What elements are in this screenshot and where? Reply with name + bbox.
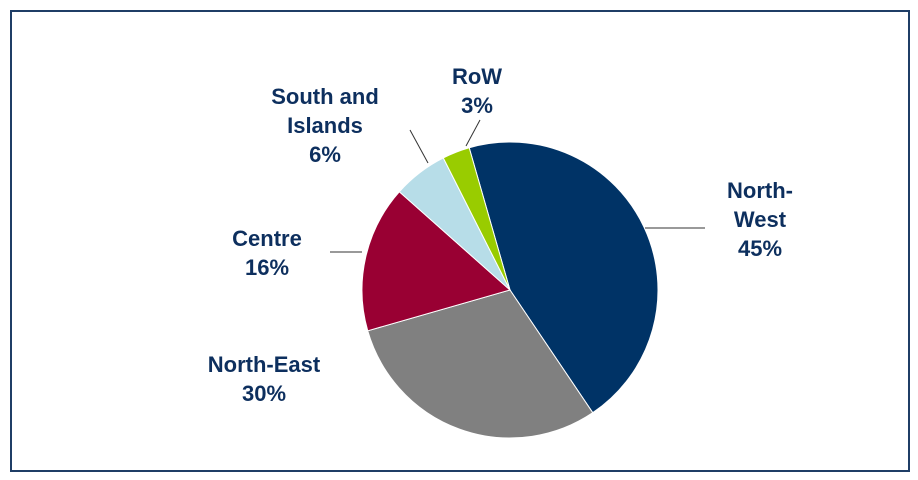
leader-line [409, 129, 429, 164]
pie-slice [442, 147, 511, 291]
slice-label: North-West 45% [705, 176, 815, 263]
slice-label: Centre 16% [197, 224, 337, 282]
pie-slice [468, 141, 659, 414]
slice-name: Centre [232, 226, 302, 251]
pie-slice [361, 191, 512, 332]
pie-slice [367, 289, 594, 439]
slice-value: 6% [309, 142, 341, 167]
slice-value: 30% [241, 381, 287, 406]
slice-value: 3% [461, 93, 493, 118]
slice-label: North-East 30% [154, 350, 374, 408]
slice-label: RoW 3% [437, 62, 517, 120]
slice-value: 16% [244, 255, 290, 280]
slice-value: 45% [737, 236, 783, 261]
slice-name: North-West [727, 178, 793, 232]
slice-name: North-East [207, 352, 321, 377]
leader-line [465, 119, 481, 147]
slice-label: South and Islands 6% [250, 82, 400, 169]
slice-name: RoW [451, 64, 503, 89]
chart-frame [10, 10, 910, 472]
slice-name: South and Islands [271, 84, 379, 138]
